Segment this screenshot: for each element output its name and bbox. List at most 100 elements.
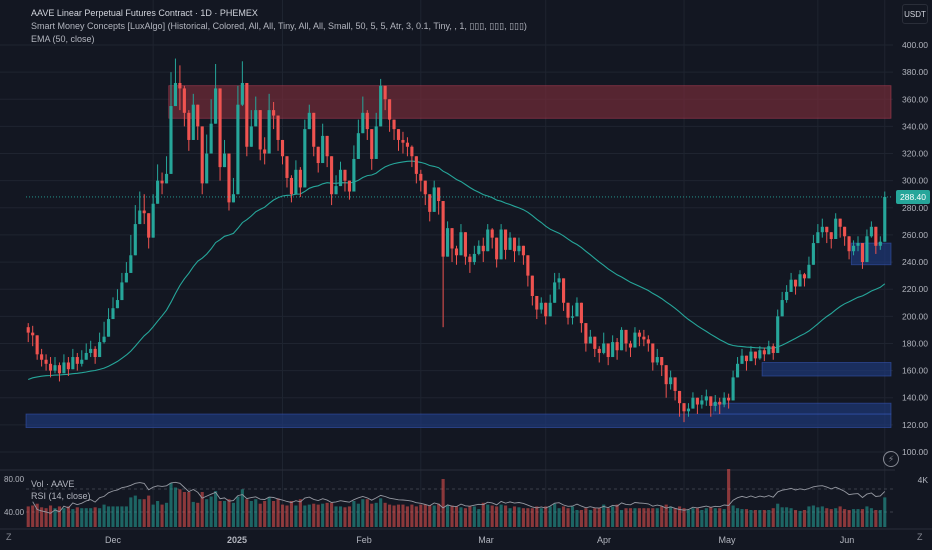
candle-body: [575, 302, 579, 317]
candle-body: [677, 390, 682, 404]
candle-body: [584, 323, 588, 344]
volume-bar: [562, 506, 566, 527]
candle-body: [437, 187, 441, 202]
candle-body: [321, 135, 325, 164]
volume-bar: [744, 509, 749, 527]
volume-bar: [762, 510, 766, 527]
volume-bar: [749, 510, 753, 527]
volume-bar: [468, 506, 472, 527]
candle-body: [535, 295, 539, 310]
ema-indicator-label[interactable]: EMA (50, close): [31, 34, 95, 44]
candle-body: [31, 332, 35, 336]
candle-body: [75, 357, 79, 364]
candle-body: [704, 396, 708, 401]
volume-bar: [432, 505, 436, 527]
candle-body: [615, 342, 619, 351]
demand-zone: [25, 413, 892, 428]
candle-body: [553, 282, 557, 303]
volume-bar: [285, 505, 289, 527]
candle-body: [352, 158, 356, 192]
candle-body: [89, 348, 93, 353]
volume-bar: [379, 498, 383, 527]
candle-body: [187, 112, 191, 140]
candle-body: [740, 355, 744, 364]
candle-body: [780, 300, 784, 317]
ema-line: [28, 160, 886, 381]
rsi-axis-label: 40.00: [4, 508, 25, 517]
rsi-indicator-label[interactable]: RSI (14, close): [31, 491, 91, 501]
candle-body: [646, 339, 650, 344]
price-axis-label: 120.00: [902, 420, 928, 430]
candle-body: [280, 139, 285, 157]
candle-body: [878, 241, 882, 246]
volume-bar: [660, 506, 664, 527]
volume-bar: [579, 510, 583, 527]
price-axis-bg: [895, 0, 932, 530]
candle-body: [285, 156, 289, 178]
candle-body: [178, 82, 182, 89]
volume-bar: [53, 508, 57, 527]
candle-body: [700, 400, 704, 405]
volume-bar: [374, 502, 378, 527]
volume-bar: [66, 506, 70, 527]
candle-body: [499, 229, 503, 260]
volume-bar: [611, 506, 615, 527]
candle-body: [530, 275, 534, 296]
candle-body: [816, 232, 820, 244]
candle-body: [869, 226, 873, 237]
volume-bar: [267, 497, 271, 527]
volume-bar: [490, 505, 494, 527]
volume-bar: [115, 506, 120, 527]
volume-bar: [71, 509, 75, 527]
volume-indicator-label[interactable]: Vol · AAVE: [31, 479, 75, 489]
volume-bar: [361, 499, 365, 527]
price-axis-label: 180.00: [902, 338, 928, 348]
volume-bar: [450, 505, 454, 527]
currency-button[interactable]: USDT: [902, 4, 928, 24]
candle-body: [120, 282, 124, 301]
smc-indicator-label[interactable]: Smart Money Concepts [LuxAlgo] (Historic…: [31, 21, 527, 31]
candle-body: [459, 232, 463, 256]
candle-body: [785, 291, 789, 301]
candle-body: [798, 274, 802, 287]
volume-bar: [151, 504, 155, 527]
volume-bar: [120, 506, 124, 527]
volume-bar: [142, 499, 146, 527]
volume-bar: [370, 503, 374, 527]
volume-bar: [254, 499, 258, 527]
candle-body: [40, 354, 44, 360]
candle-body: [642, 336, 646, 340]
time-axis-label: Jun: [840, 535, 855, 545]
volume-bar: [713, 508, 717, 527]
candle-body: [566, 302, 570, 318]
time-axis[interactable]: Dec 2025 Feb Mar Apr May Jun: [0, 528, 932, 545]
candle-body: [825, 226, 829, 233]
volume-bar: [646, 508, 650, 527]
volume-bar: [481, 502, 485, 527]
volume-bar: [624, 508, 628, 527]
volume-bar: [557, 508, 561, 527]
candle-body: [517, 245, 521, 252]
candle-body: [633, 332, 637, 348]
candle-body: [298, 169, 302, 188]
volume-bar: [544, 506, 548, 527]
candle-body: [709, 396, 713, 406]
candle-body: [606, 343, 610, 358]
candle-body: [838, 218, 842, 227]
candle-body: [843, 226, 847, 237]
candle-body: [303, 129, 307, 188]
price-axis-label: 220.00: [902, 284, 928, 294]
candle-body: [200, 126, 204, 184]
price-axis-label: 160.00: [902, 366, 928, 376]
rsi-axis-label: 80.00: [4, 475, 25, 484]
time-axis-label: Feb: [356, 535, 372, 545]
flash-icon[interactable]: ⚡: [883, 451, 899, 467]
price-axis[interactable]: 400.00 380.00 360.00 340.00 320.00 300.00 280.…: [4, 0, 932, 530]
price-axis-label: 240.00: [902, 257, 928, 267]
candle-body: [272, 110, 276, 116]
volume-bar: [807, 506, 811, 527]
volume-bar: [102, 504, 106, 527]
volume-bar: [111, 506, 115, 527]
candle-body: [686, 408, 691, 412]
